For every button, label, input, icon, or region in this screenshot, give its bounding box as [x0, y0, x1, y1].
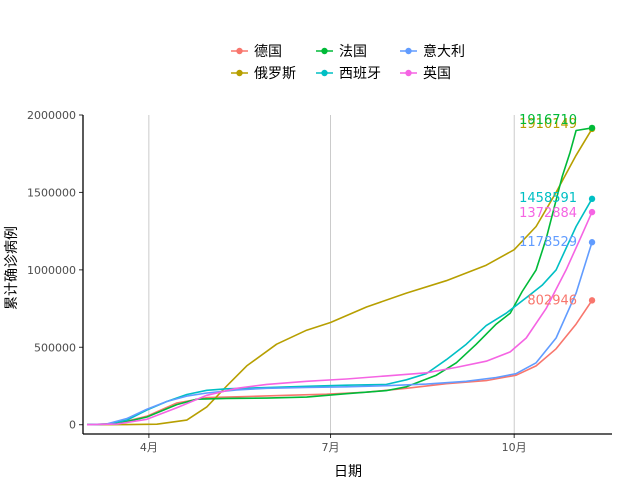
legend-key-point: [321, 47, 328, 55]
series-end-point: [588, 195, 596, 203]
series-line: [86, 241, 593, 426]
grid-lines: [148, 115, 515, 434]
y-tick-label: 2000000: [27, 109, 76, 122]
series-end-point: [588, 297, 596, 304]
x-tick-label: 10月: [502, 441, 527, 454]
legend-label: 俄罗斯: [254, 66, 296, 82]
y-tick-label: 1500000: [27, 186, 76, 199]
y-axis-title: 累计确诊病例: [4, 226, 20, 310]
series-line: [86, 128, 593, 426]
legend-label: 英国: [423, 65, 451, 82]
series-line: [86, 198, 593, 426]
series-line: [86, 211, 593, 426]
axes: 4月 7月 10月 0 500000 1000000 1500000 2000000: [27, 109, 612, 454]
series-end-point: [588, 208, 596, 216]
series-end-label: 1916710: [519, 113, 577, 128]
y-tick-label: 0: [69, 419, 76, 432]
series-end-label: 1910149: [519, 117, 577, 132]
series-end-label: 802946: [527, 293, 577, 308]
legend-label: 意大利: [423, 43, 465, 60]
y-tick-label: 500000: [34, 341, 76, 354]
legend-label: 德国: [254, 44, 282, 60]
series-end-label: 1458591: [519, 191, 577, 206]
legend-key-point: [405, 69, 412, 77]
legend-label: 法国: [339, 44, 367, 60]
legend-key-point: [405, 47, 412, 55]
legend-label: 西班牙: [339, 66, 381, 82]
legend-key-point: [321, 69, 328, 77]
legend-key-point: [236, 47, 243, 55]
series-end-label: 1372884: [519, 206, 577, 221]
series-end-point: [588, 124, 596, 132]
series-end-label: 1178529: [519, 235, 577, 250]
series-end-point: [588, 239, 596, 246]
legend-key-point: [236, 69, 243, 77]
series-lines: [86, 124, 596, 426]
x-axis-title: 日期: [334, 464, 362, 480]
x-tick-label: 7月: [322, 441, 340, 454]
y-tick-label: 1000000: [27, 264, 76, 277]
x-tick-label: 4月: [140, 441, 158, 454]
